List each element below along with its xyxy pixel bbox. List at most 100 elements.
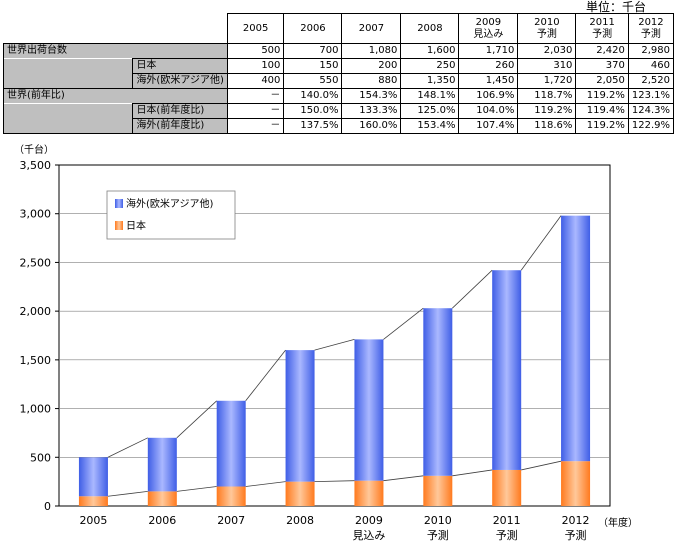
column-header: 2008 [400, 13, 460, 44]
table-cell: 700 [283, 43, 343, 59]
table-cell: 119.2% [575, 88, 629, 104]
table-cell: 1,450 [458, 73, 519, 89]
total-connector-line [383, 307, 424, 340]
table-cell: 2,050 [575, 73, 629, 89]
table-cell: 104.0% [458, 103, 519, 119]
column-header: 2009 見込み [458, 13, 519, 44]
x-tick-label: 2010 [424, 514, 452, 527]
table-cell: 1,710 [458, 43, 519, 59]
total-connector-line [245, 349, 286, 402]
row-label: 世界出荷台数 [3, 43, 228, 59]
x-tick-sublabel: 見込み [352, 529, 385, 542]
bar-overseas [492, 270, 522, 470]
japan-connector-line [176, 486, 217, 492]
column-header-year: 2011 [589, 17, 615, 28]
total-connector-line [452, 269, 493, 309]
legend-box [106, 190, 236, 240]
y-tick-label: 500 [30, 451, 51, 464]
x-tick-sublabel: 予測 [427, 528, 449, 542]
legend-swatch [115, 199, 123, 208]
x-tick-label: 2005 [79, 514, 107, 527]
japan-connector-line [383, 475, 424, 482]
column-header-note: 見込み [473, 29, 504, 40]
bar-japan [285, 481, 315, 506]
table-cell: 106.9% [458, 88, 519, 104]
table-cell: 150 [283, 58, 343, 74]
table-cell: 260 [458, 58, 519, 74]
column-header-note: 予測 [592, 29, 613, 40]
table-row: 日本(前年度比) － 150.0% 133.3% 125.0% 104.0% 119.2% 1… [2, 103, 674, 119]
column-header: 2007 [341, 13, 402, 44]
total-connector-line [107, 437, 148, 458]
column-header-note: 予測 [640, 29, 661, 40]
data-table: 2005 2006 2007 2008 2009 見込み 2010 予測 2011 予測 2012 予… [2, 13, 674, 134]
y-tick-label: 0 [44, 500, 51, 513]
column-header-year: 2005 [242, 23, 269, 34]
plot-area [58, 164, 611, 507]
bar-japan [423, 475, 453, 506]
table-cell: 124.3% [627, 103, 674, 119]
table-cell: 400 [226, 73, 285, 89]
japan-connector-line [314, 480, 355, 483]
table-cell: 137.5% [283, 118, 343, 134]
bar-overseas [423, 308, 453, 476]
table-row: 世界出荷台数 500 700 1,080 1,600 1,710 2,030 2,420 2,9… [3, 43, 674, 59]
bar-overseas [561, 215, 591, 462]
table-cell: 154.3% [341, 88, 402, 104]
x-tick-label: 2006 [148, 514, 176, 527]
table-cell: 118.7% [517, 88, 577, 104]
column-header: 2005 [226, 13, 285, 44]
japan-connector-line [245, 481, 286, 487]
japan-connector-line [521, 460, 562, 471]
table-cell: 100 [226, 58, 285, 74]
table-cell: 460 [627, 58, 674, 74]
table-cell: 140.0% [283, 88, 343, 104]
total-connector-line [176, 400, 217, 439]
table-cell: － [226, 103, 285, 119]
x-tick-label: 2011 [493, 514, 521, 527]
column-header-year: 2008 [417, 23, 443, 34]
stacked-bar-chart: 0 500 1,000 1,500 2,000 2,500 3,000 3,500 （千台） （年… [14, 143, 638, 542]
bar-japan [78, 496, 108, 506]
legend-swatch [115, 221, 123, 230]
table-cell: 119.2% [517, 103, 577, 119]
legend-label: 海外(欧米アジア他) [126, 197, 214, 210]
row-label: 海外(前年度比) [132, 118, 228, 134]
bar-overseas [78, 457, 108, 497]
x-axis-label: （年度） [598, 516, 638, 529]
table-cell: 123.1% [627, 88, 674, 104]
y-tick-label: 2,500 [20, 256, 52, 269]
x-tick-label: 2012 [562, 514, 590, 527]
table-cell: 150.0% [283, 103, 343, 119]
table-cell: 1,080 [341, 43, 402, 59]
table-cell: 880 [341, 73, 402, 89]
unit-label: 単位：千台 [586, 0, 647, 14]
table-cell: 550 [283, 73, 343, 89]
column-header-year: 2007 [358, 23, 385, 34]
table-cell: 118.6% [517, 118, 577, 134]
bar-overseas [216, 400, 246, 487]
x-tick-label: 2007 [217, 514, 245, 527]
row-label: 海外(欧米アジア他) [132, 73, 228, 89]
table-cell: 1,600 [400, 43, 460, 59]
table-cell: 2,420 [575, 43, 629, 59]
table-cell: 122.9% [627, 118, 674, 134]
column-header-year: 2006 [300, 23, 326, 34]
table-cell: 1,720 [517, 73, 577, 89]
table-cell: － [226, 118, 285, 134]
table-row: 海外(前年度比) － 137.5% 160.0% 153.4% 107.4% 118.6% 1… [2, 118, 674, 134]
table-cell: 1,350 [400, 73, 460, 89]
row-label: 世界(前年比) [3, 88, 228, 104]
y-tick-label: 3,000 [20, 208, 52, 221]
table-header-row: 2005 2006 2007 2008 2009 見込み 2010 予測 2011 予測 2012 予… [3, 13, 674, 44]
table-cell: 119.4% [575, 103, 629, 119]
table-cell: 160.0% [341, 118, 402, 134]
table-cell: － [226, 88, 285, 104]
x-tick-sublabel: 予測 [496, 528, 518, 542]
japan-connector-line [452, 469, 493, 477]
column-header: 2010 予測 [517, 13, 577, 44]
table-cell: 125.0% [400, 103, 460, 119]
table-cell: 2,520 [627, 73, 674, 89]
total-connector-line [314, 339, 355, 351]
row-label: 日本(前年度比) [132, 103, 228, 119]
